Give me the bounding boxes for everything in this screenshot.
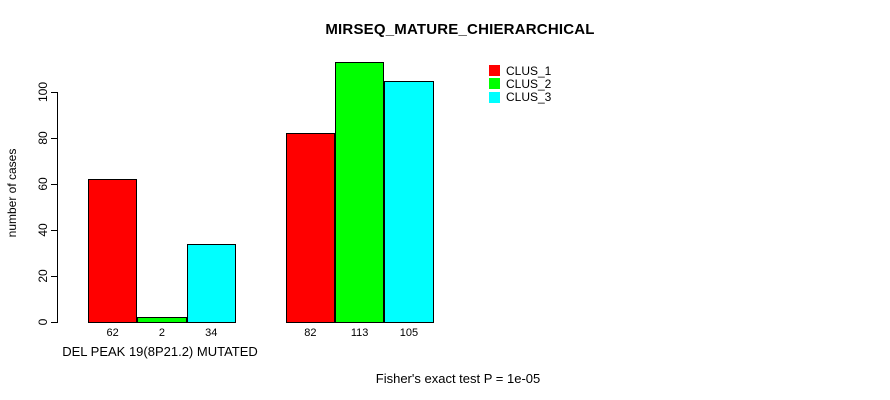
y-tick (51, 322, 57, 323)
y-tick-label: 0 (36, 318, 50, 326)
legend-item-clus_2: CLUS_2 (489, 76, 552, 91)
legend-label: CLUS_2 (506, 76, 552, 91)
legend-label: CLUS_1 (506, 63, 552, 78)
bar-value-label: 62 (106, 327, 119, 339)
bar-value-label: 105 (399, 327, 419, 339)
legend-swatch (489, 65, 500, 76)
y-tick-label: 80 (36, 131, 50, 145)
y-tick (51, 92, 57, 93)
y-axis-line (57, 92, 58, 323)
y-tick-label: 40 (36, 223, 50, 237)
x-group-label: DEL PEAK 19(8P21.2) MUTATED (62, 344, 258, 359)
chart-title: MIRSEQ_MATURE_CHIERARCHICAL (325, 21, 595, 38)
y-tick (51, 138, 57, 139)
bar-clus_1-group2 (285, 133, 335, 323)
bar-value-label: 113 (350, 327, 369, 339)
y-tick (51, 184, 57, 185)
bar-clus_2-group2 (335, 62, 385, 323)
fisher-test-annotation: Fisher's exact test P = 1e-05 (375, 371, 541, 386)
y-tick-label: 20 (36, 269, 50, 283)
y-tick (51, 276, 57, 277)
legend-item-clus_3: CLUS_3 (489, 90, 552, 105)
bar-value-label: 34 (205, 327, 218, 339)
y-tick-label: 60 (36, 177, 50, 191)
legend-swatch (489, 78, 500, 90)
y-tick-label: 100 (36, 81, 50, 103)
legend-label: CLUS_3 (506, 90, 552, 105)
bar-clus_3-group1 (186, 243, 236, 323)
bar-clus_1-group1 (88, 179, 138, 323)
bar-clus_3-group2 (384, 80, 434, 323)
bar-value-label: 82 (304, 327, 317, 339)
legend-item-clus_1: CLUS_1 (489, 63, 552, 78)
bar-clus_2-group1 (137, 317, 187, 323)
y-tick (51, 230, 57, 231)
bar-value-label: 2 (158, 327, 165, 339)
legend-swatch (489, 91, 500, 103)
y-axis-label: number of cases (5, 148, 19, 238)
